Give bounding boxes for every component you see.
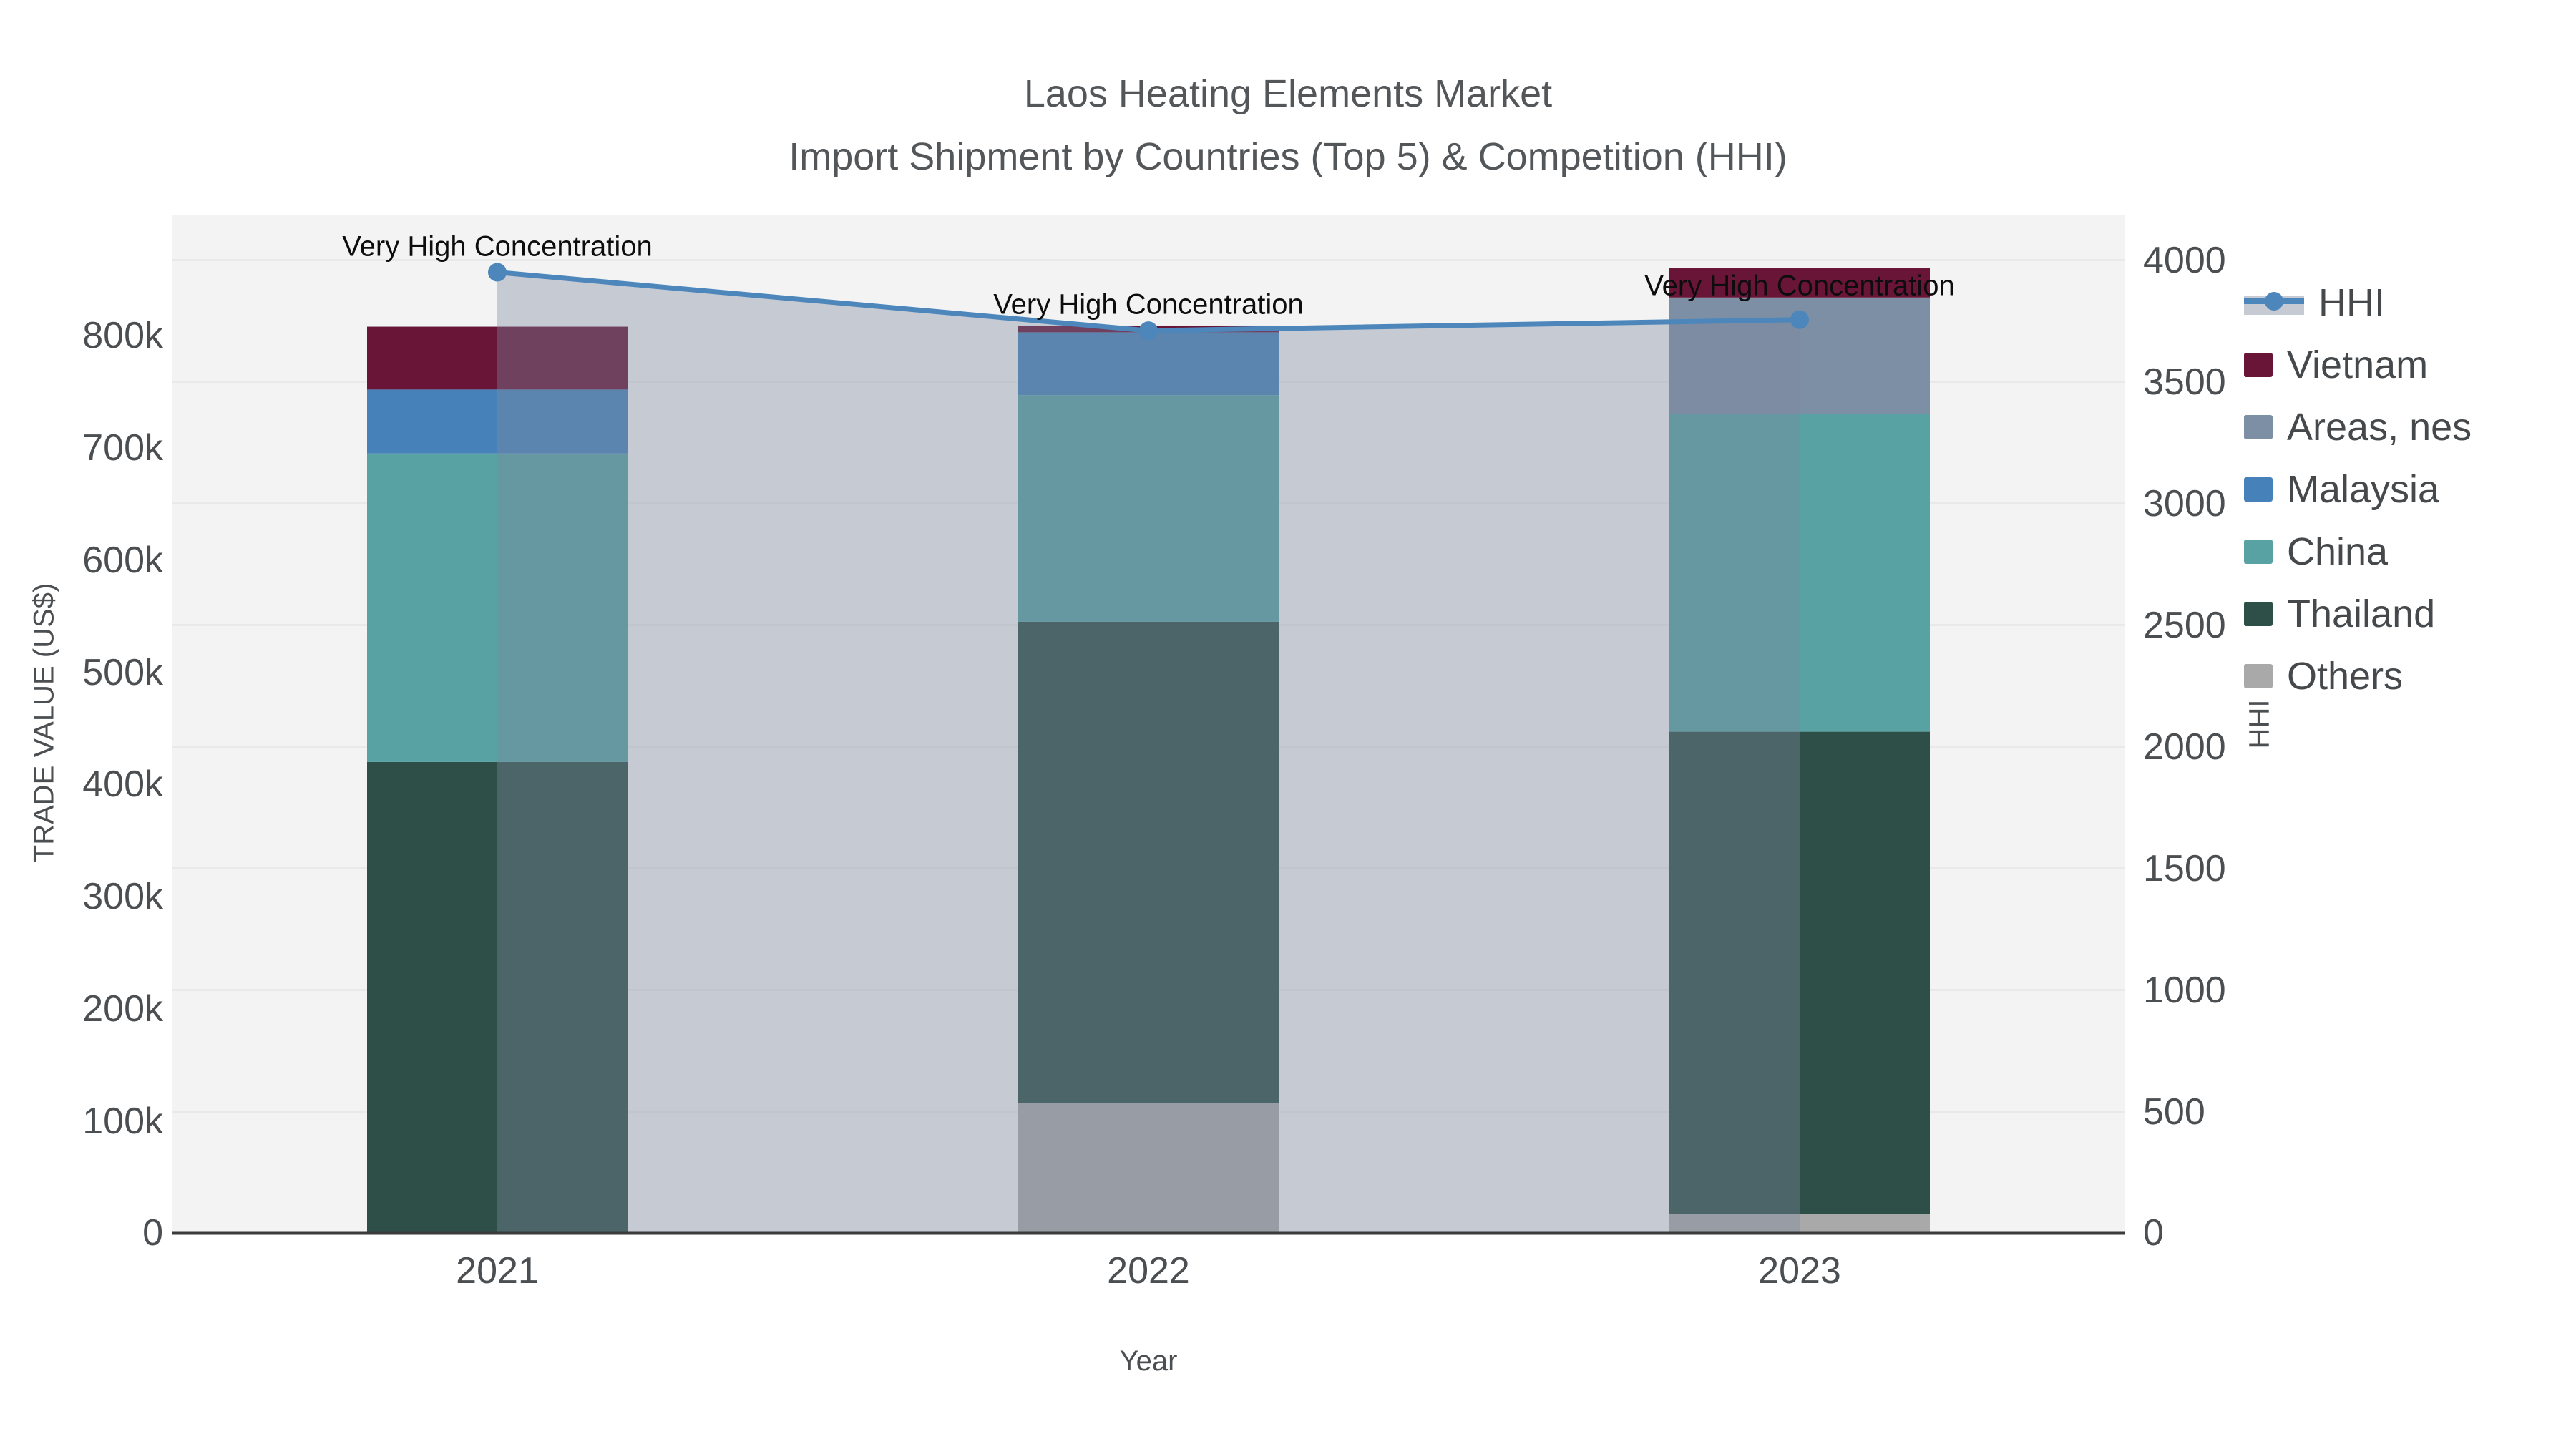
legend-item-china[interactable]: China xyxy=(2244,520,2472,582)
bar-segment-thailand-2023[interactable] xyxy=(1669,731,1930,1214)
x-axis-line xyxy=(172,1231,2125,1235)
bar-segment-china-2022[interactable] xyxy=(1018,395,1279,622)
chart-subtitle: Import Shipment by Countries (Top 5) & C… xyxy=(789,135,1787,178)
legend-item-areas-nes[interactable]: Areas, nes xyxy=(2244,396,2472,458)
color-swatch-icon xyxy=(2244,352,2273,377)
x-tick-2021: 2021 xyxy=(456,1250,539,1292)
legend-item-others[interactable]: Others xyxy=(2244,645,2472,707)
legend-item-vietnam[interactable]: Vietnam xyxy=(2244,333,2472,396)
bar-segment-malaysia-2021[interactable] xyxy=(367,389,628,454)
chart-title: Laos Heating Elements Market xyxy=(1023,72,1553,115)
y2-tick-1000: 1000 xyxy=(2143,970,2226,1011)
bar-segment-thailand-2022[interactable] xyxy=(1018,621,1279,1103)
y1-tick-700k: 700k xyxy=(82,427,163,469)
bar-segment-china-2023[interactable] xyxy=(1669,414,1930,732)
legend-item-malaysia[interactable]: Malaysia xyxy=(2244,458,2472,520)
color-swatch-icon xyxy=(2244,663,2273,688)
legend-label: Areas, nes xyxy=(2287,405,2472,449)
legend: HHI Vietnam Areas, nes Malaysia China Th… xyxy=(2244,271,2472,707)
y2-tick-2500: 2500 xyxy=(2143,605,2226,646)
color-swatch-icon xyxy=(2244,477,2273,502)
color-swatch-icon xyxy=(2244,414,2273,439)
y1-tick-800k: 800k xyxy=(82,315,163,356)
hhi-legend-marker-icon xyxy=(2244,291,2304,315)
legend-item-hhi[interactable]: HHI xyxy=(2244,271,2472,333)
bar-segment-vietnam-2023[interactable] xyxy=(1669,268,1930,298)
bar-segment-others-2022[interactable] xyxy=(1018,1103,1279,1234)
x-axis-title: Year xyxy=(1119,1345,1178,1377)
y1-tick-600k: 600k xyxy=(82,540,163,581)
y1-tick-400k: 400k xyxy=(82,763,163,805)
y2-tick-3000: 3000 xyxy=(2143,483,2226,525)
bar-segment-thailand-2021[interactable] xyxy=(367,761,628,1234)
x-tick-2023: 2023 xyxy=(1758,1250,1841,1292)
x-tick-2022: 2022 xyxy=(1107,1250,1190,1292)
y1-tick-500k: 500k xyxy=(82,652,163,693)
bar-segment-china-2021[interactable] xyxy=(367,453,628,762)
y1-tick-300k: 300k xyxy=(82,876,163,917)
bar-segment-others-2023[interactable] xyxy=(1669,1214,1930,1234)
annotation-2021: Very High Concentration xyxy=(342,230,653,263)
bar-segment-vietnam-2021[interactable] xyxy=(367,326,628,390)
legend-label: Others xyxy=(2287,654,2404,698)
hhi-point-2021[interactable] xyxy=(488,263,507,282)
y2-tick-3500: 3500 xyxy=(2143,361,2226,403)
y1-tick-200k: 200k xyxy=(82,988,163,1030)
legend-label: China xyxy=(2287,530,2389,573)
y2-tick-500: 500 xyxy=(2143,1091,2205,1133)
y2-tick-2000: 2000 xyxy=(2143,726,2226,768)
legend-label: Vietnam xyxy=(2287,343,2429,386)
annotation-2023: Very High Concentration xyxy=(1644,270,1955,302)
legend-label: HHI xyxy=(2318,280,2385,324)
y2-tick-4000: 4000 xyxy=(2143,240,2226,281)
y1-tick-0: 0 xyxy=(142,1212,163,1254)
hhi-area-fill xyxy=(497,272,1800,1234)
color-swatch-icon xyxy=(2244,539,2273,564)
hhi-point-2022[interactable] xyxy=(1139,321,1158,341)
legend-item-thailand[interactable]: Thailand xyxy=(2244,582,2472,645)
y2-tick-0: 0 xyxy=(2143,1212,2164,1254)
y1-axis-title: TRADE VALUE (US$) xyxy=(28,582,60,863)
y1-tick-100k: 100k xyxy=(82,1101,163,1142)
y2-tick-1500: 1500 xyxy=(2143,848,2226,889)
bar-segment-malaysia-2022[interactable] xyxy=(1018,332,1279,396)
hhi-point-2023[interactable] xyxy=(1790,310,1809,329)
legend-label: Malaysia xyxy=(2287,467,2440,511)
color-swatch-icon xyxy=(2244,601,2273,626)
legend-label: Thailand xyxy=(2287,592,2436,635)
annotation-2022: Very High Concentration xyxy=(993,288,1304,321)
